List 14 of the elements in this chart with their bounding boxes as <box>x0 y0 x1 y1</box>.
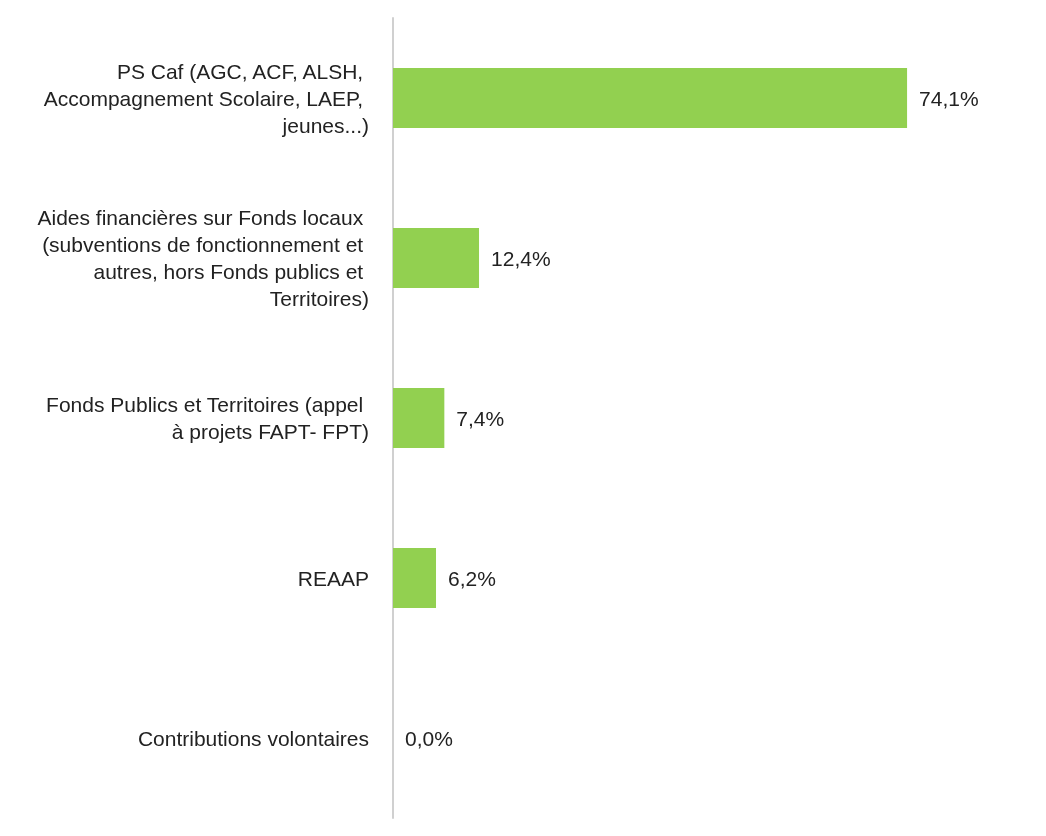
data-label: 6,2% <box>448 566 496 590</box>
data-label: 12,4% <box>491 246 551 270</box>
data-label: 74,1% <box>919 86 979 110</box>
bar <box>393 228 480 288</box>
bar <box>393 68 908 128</box>
y-tick-label: Contributions volontaires <box>137 726 369 750</box>
data-label: 0,0% <box>405 726 453 750</box>
data-label: 7,4% <box>456 406 505 430</box>
y-tick-label: Fonds Publics et Territoires (appel à projets FAPT- FPT) <box>46 393 369 443</box>
y-tick-label: REAAP <box>297 566 369 590</box>
bar <box>393 548 437 608</box>
bar <box>393 388 445 448</box>
y-tick-label: Aides financières sur Fonds locaux (subventions de fonctionnement et autres, hors Fonds publics et Territoires) <box>37 206 369 310</box>
y-tick-label: PS Caf (AGC, ACF, ALSH, Accompagnement Scolaire, LAEP, jeunes...) <box>43 59 369 137</box>
